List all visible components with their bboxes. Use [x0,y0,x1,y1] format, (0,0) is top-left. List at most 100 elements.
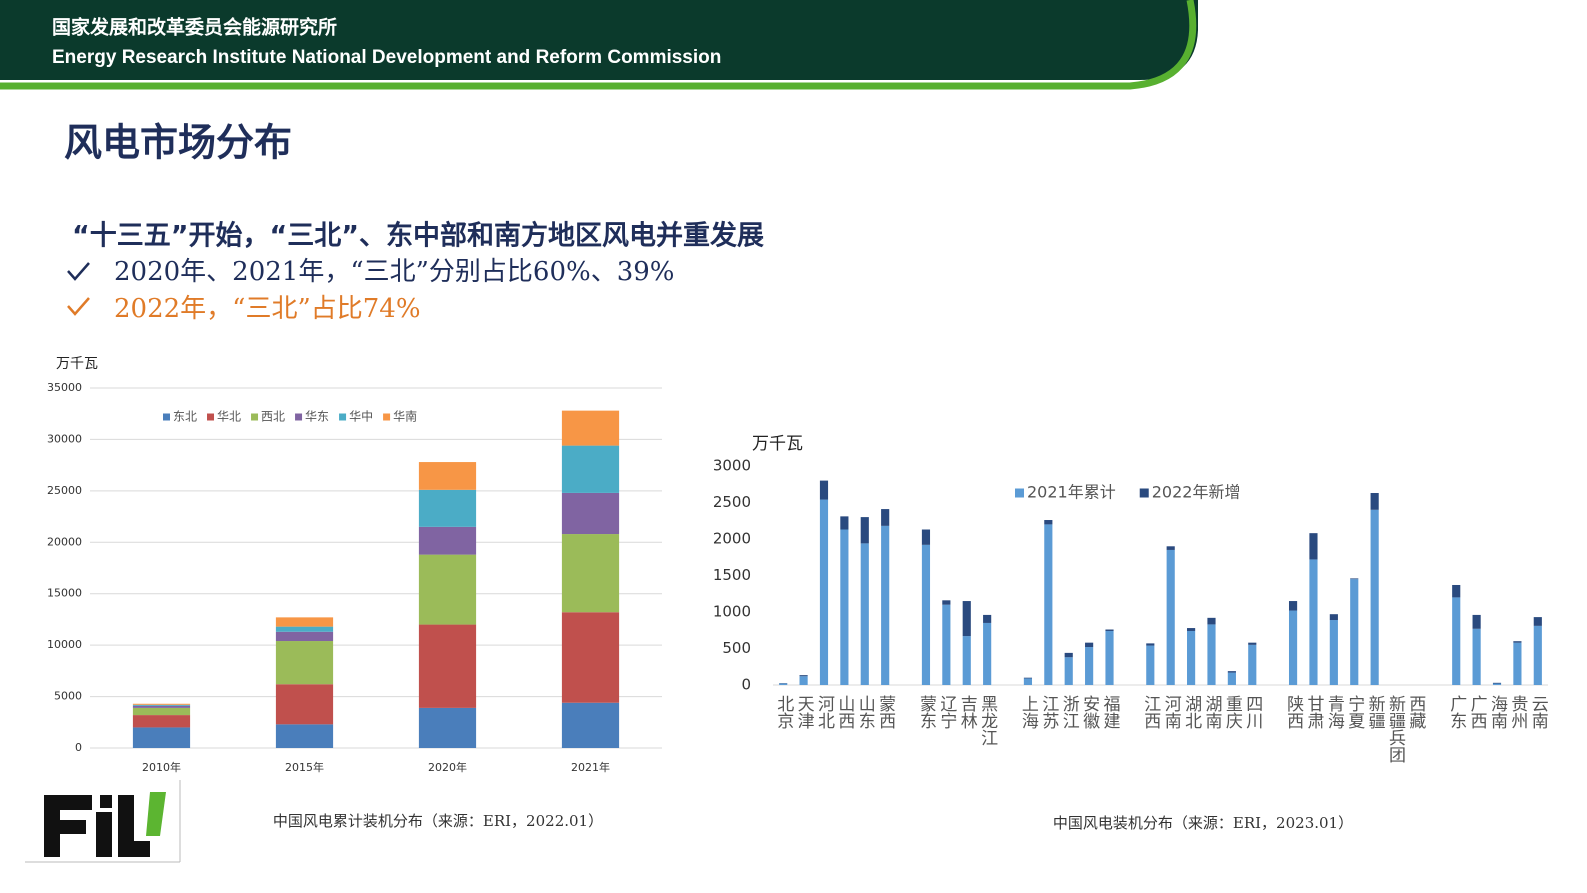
bar-segment [1044,520,1053,525]
bar-segment [921,544,931,685]
bar-segment [1350,579,1359,685]
bar-segment [275,684,334,725]
header-org-en: Energy Research Institute National Devel… [52,47,721,68]
legend-swatch [1139,488,1149,498]
bar-segment [1023,678,1033,685]
legend-swatch [163,413,170,421]
bar-segment [561,492,620,535]
bar-segment [1350,578,1359,580]
bar-segment [1207,617,1216,625]
logo-shape [44,795,92,857]
logo [25,780,181,863]
bar-segment [881,525,890,685]
bar-segment [132,707,191,716]
header-band [0,0,1198,80]
bullet: 2022年，“三北”占比74% [114,294,421,324]
x-tick-label: 宁夏 [1344,695,1365,729]
legend-label: 西北 [261,410,285,424]
bar-segment [1513,641,1522,643]
x-tick-label: 蒙东 [916,695,937,729]
y-tick-label: 15000 [47,587,82,600]
bar-segment [418,489,477,527]
bar-segment [275,617,334,627]
y-tick-label: 2000 [713,530,751,548]
bar-segment [1533,625,1542,685]
check-icon [67,262,90,281]
bar-segment [1166,546,1175,550]
bar-segment [1288,610,1298,685]
bar-segment [1207,624,1216,685]
logo-shape [118,795,150,857]
bar-segment [132,715,191,728]
x-tick-label: 河南 [1161,695,1182,729]
bar-segment [1146,643,1155,646]
legend-label: 华北 [217,410,241,424]
y-tick-label: 1500 [713,566,751,584]
bar-segment [132,705,191,708]
y-tick-label: 1000 [713,603,751,621]
y-axis-title: 万千瓦 [752,434,803,454]
bar-segment [275,641,334,685]
bar-segment [561,702,620,748]
y-tick-label: 10000 [47,638,82,651]
bar-segment [860,517,869,544]
bar-segment [799,675,808,677]
x-tick-label: 江西 [1140,695,1161,729]
y-tick-label: 500 [722,639,751,657]
legend-swatch [251,413,259,421]
x-tick-label: 吉林 [957,695,978,729]
bar-segment [1329,614,1338,621]
x-tick-label: 陕西 [1283,695,1303,729]
bar-segment [418,707,477,748]
x-tick-label: 黑龙江 [977,695,998,746]
x-tick-label: 福建 [1100,695,1121,729]
bar-segment [1023,677,1033,679]
bar-segment [1248,644,1257,685]
x-tick-label: 天津 [794,695,815,729]
bar-segment [819,480,829,500]
bar-segment [983,614,992,623]
x-tick-label: 山东 [855,695,875,729]
bar-segment [840,529,849,685]
legend-label: 华南 [393,409,417,424]
x-tick-label: 海南 [1487,695,1508,729]
x-tick-label: 西藏 [1405,695,1426,730]
bar-segment [1166,549,1175,685]
bar-segment [132,727,191,748]
bar-segment [1452,597,1461,685]
bar-segment [881,509,890,526]
bar-segment [962,636,971,685]
bar-segment [275,631,334,642]
bar-segment [1085,647,1094,685]
bar-segment [1064,657,1073,685]
bar-segment [561,410,620,446]
x-tick-label: 蒙西 [875,695,896,729]
x-tick-label: 重庆 [1222,695,1243,729]
x-tick-label: 新疆兵团 [1385,695,1406,763]
bar-segment [1146,645,1155,685]
y-tick-label: 20000 [47,535,82,548]
x-tick-label: 山西 [834,695,854,729]
bar-segment [1248,642,1257,645]
bar-segment [983,622,992,685]
bar-segment [132,703,191,705]
x-tick-label: 辽宁 [936,695,957,729]
bar-segment [1187,628,1196,631]
bar-segment [1064,652,1073,658]
bar-segment [1513,642,1522,685]
bar-segment [799,676,808,685]
bar-segment [418,526,477,555]
y-tick-label: 35000 [47,381,82,394]
subtitle: “十三五”开始，“三北”、东中部和南方地区风电并重发展 [72,220,764,252]
check-icon [67,297,90,316]
bar-segment [561,612,620,703]
bar-segment [942,600,951,605]
legend-swatch [1015,488,1024,498]
bar-segment [418,624,477,708]
x-tick-label: 安徽 [1079,695,1100,729]
y-tick-label: 5000 [54,690,82,703]
x-tick-label: 江苏 [1038,695,1059,730]
bar-segment [1044,524,1053,685]
legend-label: 2022年新增 [1152,483,1241,502]
bar-segment [1309,559,1318,685]
